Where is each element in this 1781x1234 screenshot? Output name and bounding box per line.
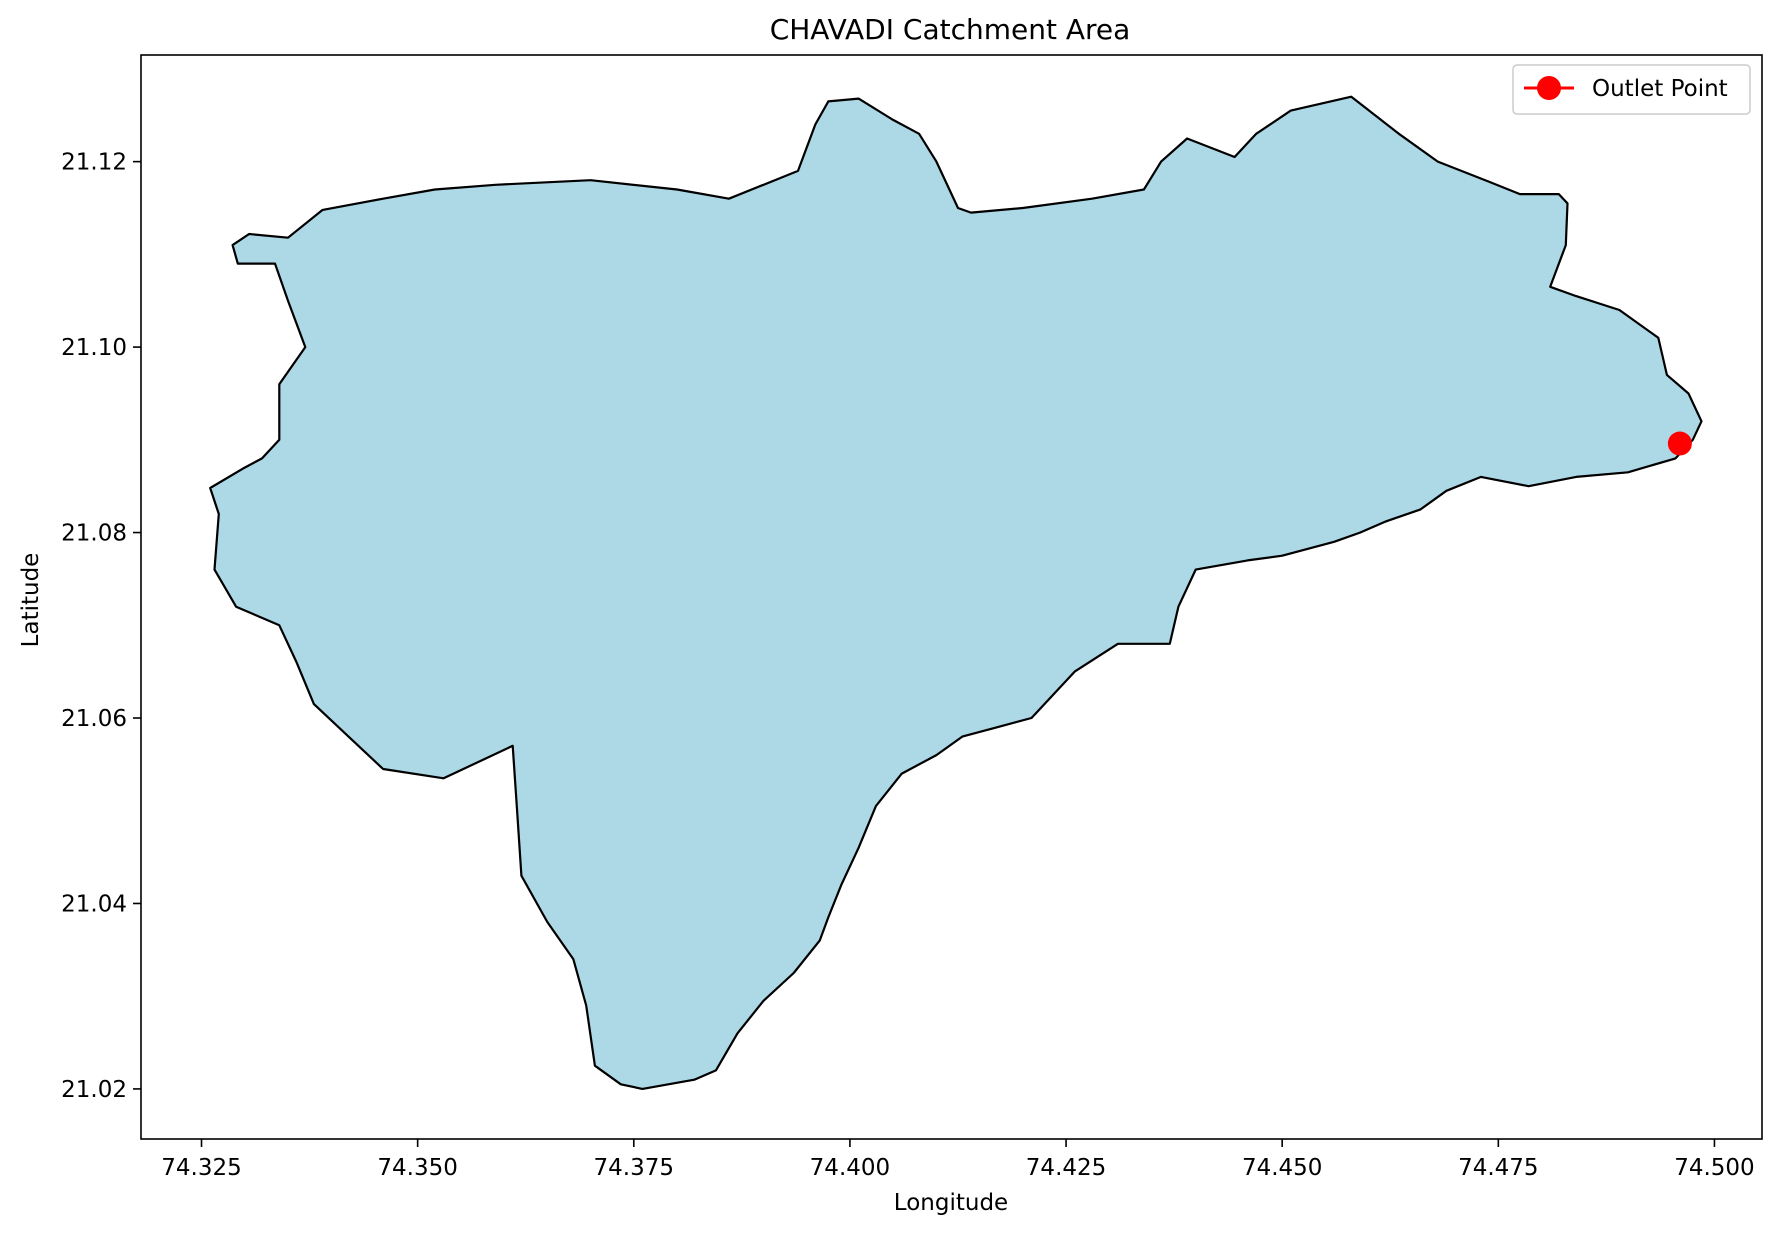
x-tick-label: 74.325 bbox=[161, 1155, 241, 1181]
map-layer bbox=[209, 95, 1703, 1090]
legend-label-outlet-point: Outlet Point bbox=[1592, 76, 1728, 102]
legend: Outlet Point bbox=[1512, 64, 1751, 115]
outlet-point-marker bbox=[1667, 431, 1692, 456]
x-tick-label: 74.500 bbox=[1674, 1155, 1754, 1181]
y-tick-label: 21.12 bbox=[61, 150, 127, 176]
x-axis: 74.325 74.350 74.375 74.400 74.425 74.450 74.4… bbox=[161, 1139, 1755, 1181]
legend-box bbox=[1512, 64, 1751, 115]
x-axis-label: Longitude bbox=[894, 1190, 1008, 1216]
y-tick-label: 21.04 bbox=[61, 891, 127, 917]
y-axis: 21.02 21.04 21.06 21.08 21.10 21.12 bbox=[61, 150, 141, 1103]
chart-title: CHAVADI Catchment Area bbox=[770, 13, 1131, 46]
y-tick-label: 21.02 bbox=[61, 1077, 127, 1103]
x-tick-label: 74.375 bbox=[594, 1155, 674, 1181]
x-tick-label: 74.400 bbox=[810, 1155, 890, 1181]
y-axis-label: Latitude bbox=[18, 553, 44, 648]
y-tick-label: 21.10 bbox=[61, 335, 127, 361]
x-tick-label: 74.425 bbox=[1026, 1155, 1106, 1181]
legend-marker bbox=[1537, 76, 1561, 100]
x-tick-label: 74.350 bbox=[377, 1155, 457, 1181]
axes-frame bbox=[140, 54, 1763, 1140]
y-tick-label: 21.06 bbox=[61, 706, 127, 732]
x-tick-label: 74.475 bbox=[1458, 1155, 1538, 1181]
x-tick-label: 74.450 bbox=[1242, 1155, 1322, 1181]
catchment-polygon bbox=[209, 95, 1703, 1090]
y-tick-label: 21.08 bbox=[61, 521, 127, 547]
